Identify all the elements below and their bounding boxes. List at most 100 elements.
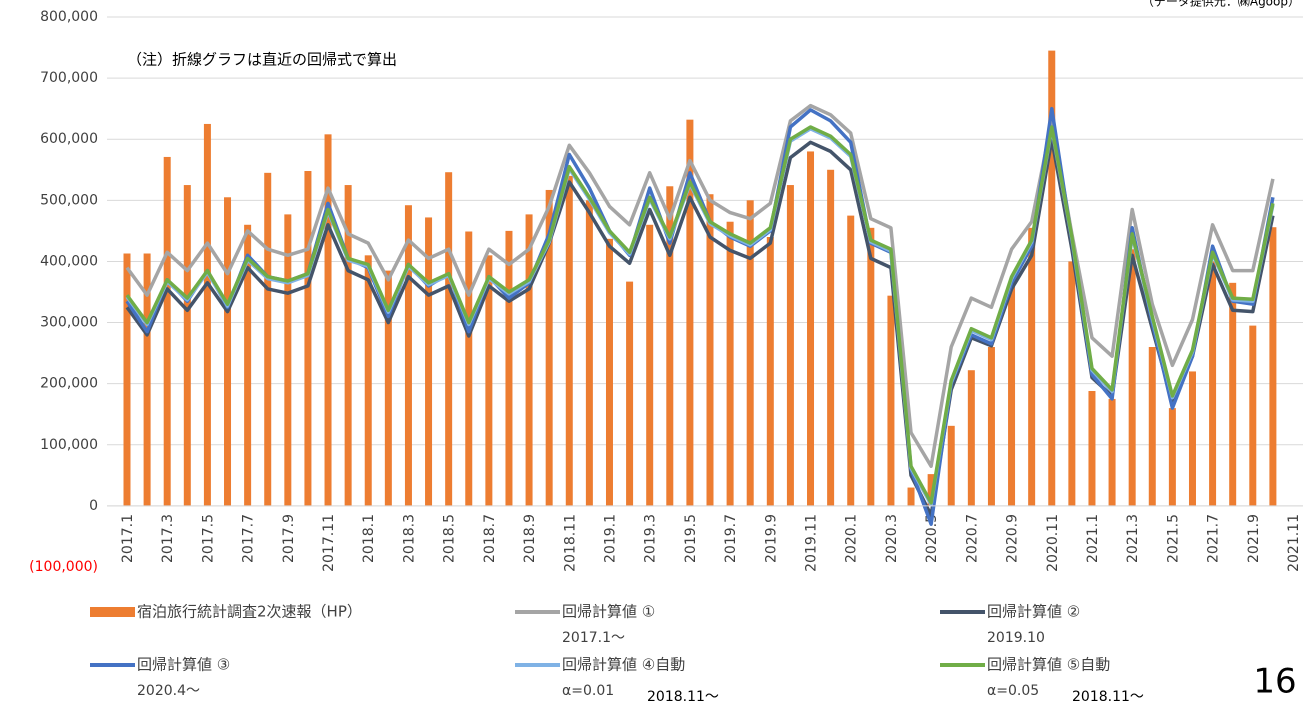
bar bbox=[344, 185, 352, 506]
bar bbox=[304, 171, 312, 506]
x-tick-label: 2019.3 bbox=[643, 514, 659, 563]
bar bbox=[967, 370, 975, 506]
line bbox=[125, 127, 1275, 507]
bar bbox=[485, 255, 493, 506]
bar bbox=[183, 185, 191, 506]
x-tick-label: 2021.7 bbox=[1206, 514, 1222, 563]
legend-label: 回帰計算値 ④自動 bbox=[562, 656, 685, 674]
y-tick-label: 300,000 bbox=[40, 315, 98, 331]
source: （データ提供元：㈱Agoop） bbox=[1142, 0, 1300, 9]
x-tick-label: 2021.9 bbox=[1246, 514, 1262, 563]
x-tick-label: 2018.3 bbox=[401, 514, 417, 563]
legend-label: 回帰計算値 ⑤自動 bbox=[987, 656, 1110, 674]
bar bbox=[244, 224, 252, 506]
y-tick-label: 400,000 bbox=[40, 253, 98, 269]
bar bbox=[1148, 347, 1156, 506]
x-tick-label: 2020.11 bbox=[1045, 514, 1061, 572]
bar bbox=[1028, 227, 1036, 506]
bar bbox=[123, 253, 131, 506]
bar bbox=[545, 189, 553, 506]
bar bbox=[1108, 398, 1116, 506]
page-number: 16 bbox=[1253, 662, 1296, 702]
legend-note: α=0.05 bbox=[987, 683, 1039, 699]
x-tick-label: 2017.11 bbox=[321, 514, 337, 572]
x-tick-label: 2017.1 bbox=[120, 514, 136, 563]
bar bbox=[626, 281, 634, 506]
bar bbox=[786, 185, 794, 506]
bar bbox=[847, 215, 855, 506]
bar bbox=[364, 255, 372, 506]
bar bbox=[605, 238, 613, 506]
x-tick-label: 2017.3 bbox=[160, 514, 176, 563]
y-tick-label: 0 bbox=[89, 498, 98, 514]
bar bbox=[1128, 249, 1136, 506]
legend-swatch bbox=[90, 607, 135, 617]
legend-note: α=0.01 bbox=[562, 683, 614, 699]
x-tick-label: 2020.5 bbox=[924, 514, 940, 563]
bar bbox=[425, 217, 433, 506]
bar bbox=[766, 237, 774, 506]
x-tick-label: 2018.5 bbox=[442, 514, 458, 563]
line bbox=[125, 125, 1275, 505]
x-tick-label: 2021.5 bbox=[1165, 514, 1181, 563]
bar bbox=[1249, 325, 1257, 506]
bar bbox=[1068, 261, 1076, 506]
bar bbox=[324, 134, 332, 506]
x-tick-label: 2019.9 bbox=[763, 514, 779, 563]
x-tick-label: 2018.11 bbox=[562, 514, 578, 572]
bar bbox=[867, 227, 875, 506]
bar bbox=[284, 214, 292, 506]
legend-note: 2017.1〜 bbox=[562, 630, 625, 646]
y-tick-label: 500,000 bbox=[40, 192, 98, 208]
bar bbox=[143, 253, 151, 506]
bar bbox=[1008, 285, 1016, 506]
x-tick-label: 2021.3 bbox=[1125, 514, 1141, 563]
bar bbox=[706, 194, 714, 506]
x-tick-label: 2019.5 bbox=[683, 514, 699, 563]
line bbox=[125, 103, 1275, 468]
bar bbox=[224, 197, 232, 506]
bar bbox=[505, 230, 513, 506]
y-tick-label: (100,000) bbox=[29, 559, 98, 575]
bar bbox=[163, 156, 171, 506]
bar bbox=[1229, 282, 1237, 506]
line bbox=[125, 106, 1275, 526]
bar bbox=[666, 186, 674, 506]
legend-note: 2019.10 bbox=[987, 630, 1045, 646]
bar bbox=[1188, 371, 1196, 506]
legend-label: 回帰計算値 ③ bbox=[137, 656, 230, 674]
bar bbox=[927, 474, 935, 506]
y-tick-label: 800,000 bbox=[40, 9, 98, 25]
legend-note: 2020.4〜 bbox=[137, 683, 200, 699]
bar bbox=[1269, 227, 1277, 506]
bar bbox=[1168, 408, 1176, 506]
x-tick-label: 2018.1 bbox=[361, 514, 377, 563]
x-tick-label: 2017.5 bbox=[200, 514, 216, 563]
legend-note: 2018.11〜 bbox=[1072, 689, 1144, 705]
bar bbox=[646, 224, 654, 506]
legend-note: 2018.11〜 bbox=[647, 689, 719, 705]
y-tick-label: 700,000 bbox=[40, 70, 98, 86]
bar bbox=[907, 487, 915, 506]
bar bbox=[947, 425, 955, 506]
bar bbox=[525, 214, 533, 506]
x-tick-label: 2021.11 bbox=[1286, 514, 1302, 572]
x-tick-label: 2019.11 bbox=[804, 514, 820, 572]
x-tick-label: 2019.7 bbox=[723, 514, 739, 563]
x-tick-label: 2018.9 bbox=[522, 514, 538, 563]
x-tick-label: 2020.7 bbox=[964, 514, 980, 563]
bar bbox=[1088, 391, 1096, 506]
bar bbox=[585, 200, 593, 506]
bar bbox=[726, 221, 734, 506]
legend-label: 回帰計算値 ② bbox=[987, 603, 1080, 621]
bar bbox=[445, 172, 453, 506]
bar bbox=[264, 172, 272, 506]
note: （注）折線グラフは直近の回帰式で算出 bbox=[127, 51, 397, 69]
x-tick-label: 2020.9 bbox=[1005, 514, 1021, 563]
bar bbox=[565, 175, 573, 506]
x-tick-label: 2017.7 bbox=[241, 514, 257, 563]
bar bbox=[1048, 50, 1056, 506]
bar bbox=[384, 270, 392, 506]
bar bbox=[203, 123, 211, 506]
